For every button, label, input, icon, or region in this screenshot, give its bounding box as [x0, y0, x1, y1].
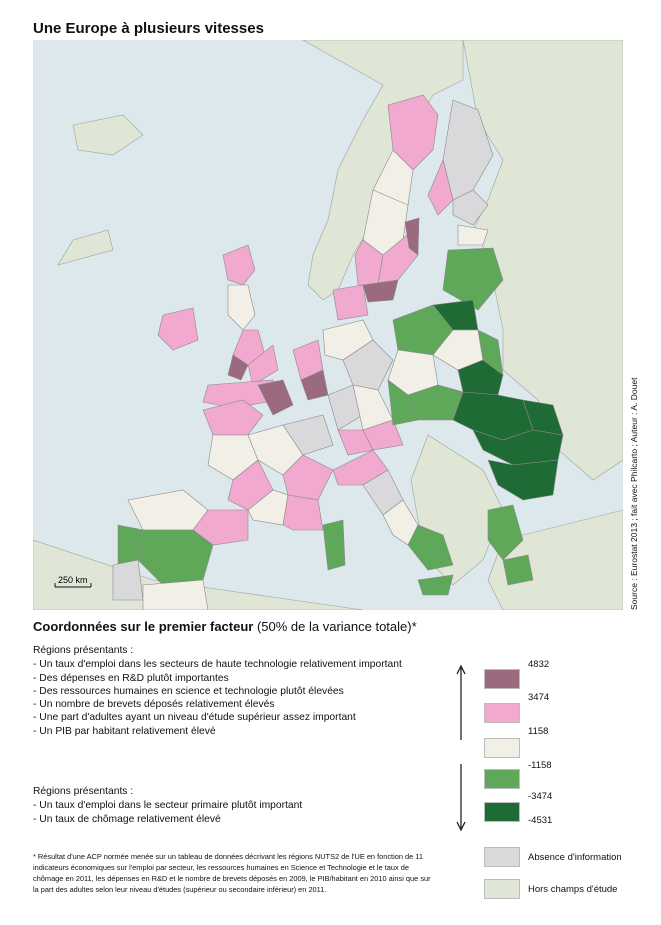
group-high-item: - Un taux d'emploi dans les secteurs de … [33, 659, 402, 671]
iceland [72, 114, 144, 156]
no-data-swatch [484, 847, 520, 867]
legend-swatch [484, 738, 520, 758]
legend-title: Coordonnées sur le premier facteur (50% … [33, 619, 417, 634]
italy-regions [322, 449, 454, 596]
group-high-item: - Un PIB par habitant relativement élevé [33, 725, 216, 737]
legend-title-rest: (50% de la variance totale)* [253, 619, 417, 634]
footnote: * Résultat d'une ACP normée menée sur un… [33, 852, 431, 894]
group-low-item: - Un taux d'emploi dans le secteur prima… [33, 800, 303, 812]
legend-break: -1158 [528, 760, 552, 771]
no-data-label: Absence d'information [528, 852, 622, 863]
source-text: Source : Eurostat 2013 ; fait avec Philc… [629, 377, 639, 610]
map-title: Une Europe à plusieurs vitesses [33, 20, 264, 37]
group-high-item: - Des dépenses en R&D plutôt importantes [33, 672, 229, 684]
legend-swatch [484, 769, 520, 789]
group-high-item: - Une part d'adultes ayant un niveau d'é… [33, 712, 356, 724]
nordic-regions [354, 94, 494, 286]
british-isles [157, 244, 279, 409]
legend-break: 1158 [528, 726, 549, 737]
legend-break: -4531 [528, 815, 553, 826]
legend-title-bold: Coordonnées sur le premier facteur [33, 619, 254, 634]
group-low-head: Régions présentants : [33, 786, 134, 797]
legend-group-high: Régions présentants : - Un taux d'emploi… [33, 644, 402, 738]
legend-swatch [484, 669, 520, 689]
central-regions [292, 279, 404, 456]
baltic-regions [442, 224, 504, 311]
scale-bar: 250 km [54, 575, 92, 588]
iberia-regions [112, 489, 249, 610]
southeast-regions [452, 391, 564, 501]
legend-swatch [484, 802, 520, 822]
out-of-scope-label: Hors champs d'étude [528, 884, 618, 895]
down-arrow-icon [456, 764, 466, 832]
group-high-item: - Des ressources humaines en science et … [33, 685, 344, 697]
group-high-head: Régions présentants : [33, 645, 134, 656]
legend-break: -3474 [528, 791, 553, 802]
group-low-item: - Un taux de chômage relativement élevé [33, 813, 221, 825]
france-regions [202, 379, 334, 531]
up-arrow-icon [456, 664, 466, 740]
greece-regions [487, 504, 534, 586]
legend-break: 3474 [528, 692, 550, 703]
scale-label: 250 km [58, 575, 88, 585]
choropleth-map: 250 km [33, 40, 623, 610]
east-central-regions [387, 299, 504, 426]
legend-group-low: Régions présentants : - Un taux d'emploi… [33, 785, 302, 826]
legend-swatch [484, 703, 520, 723]
group-high-item: - Un nombre de brevets déposés relativem… [33, 699, 275, 711]
legend-break: 4832 [528, 659, 550, 670]
out-of-scope-swatch [484, 879, 520, 899]
